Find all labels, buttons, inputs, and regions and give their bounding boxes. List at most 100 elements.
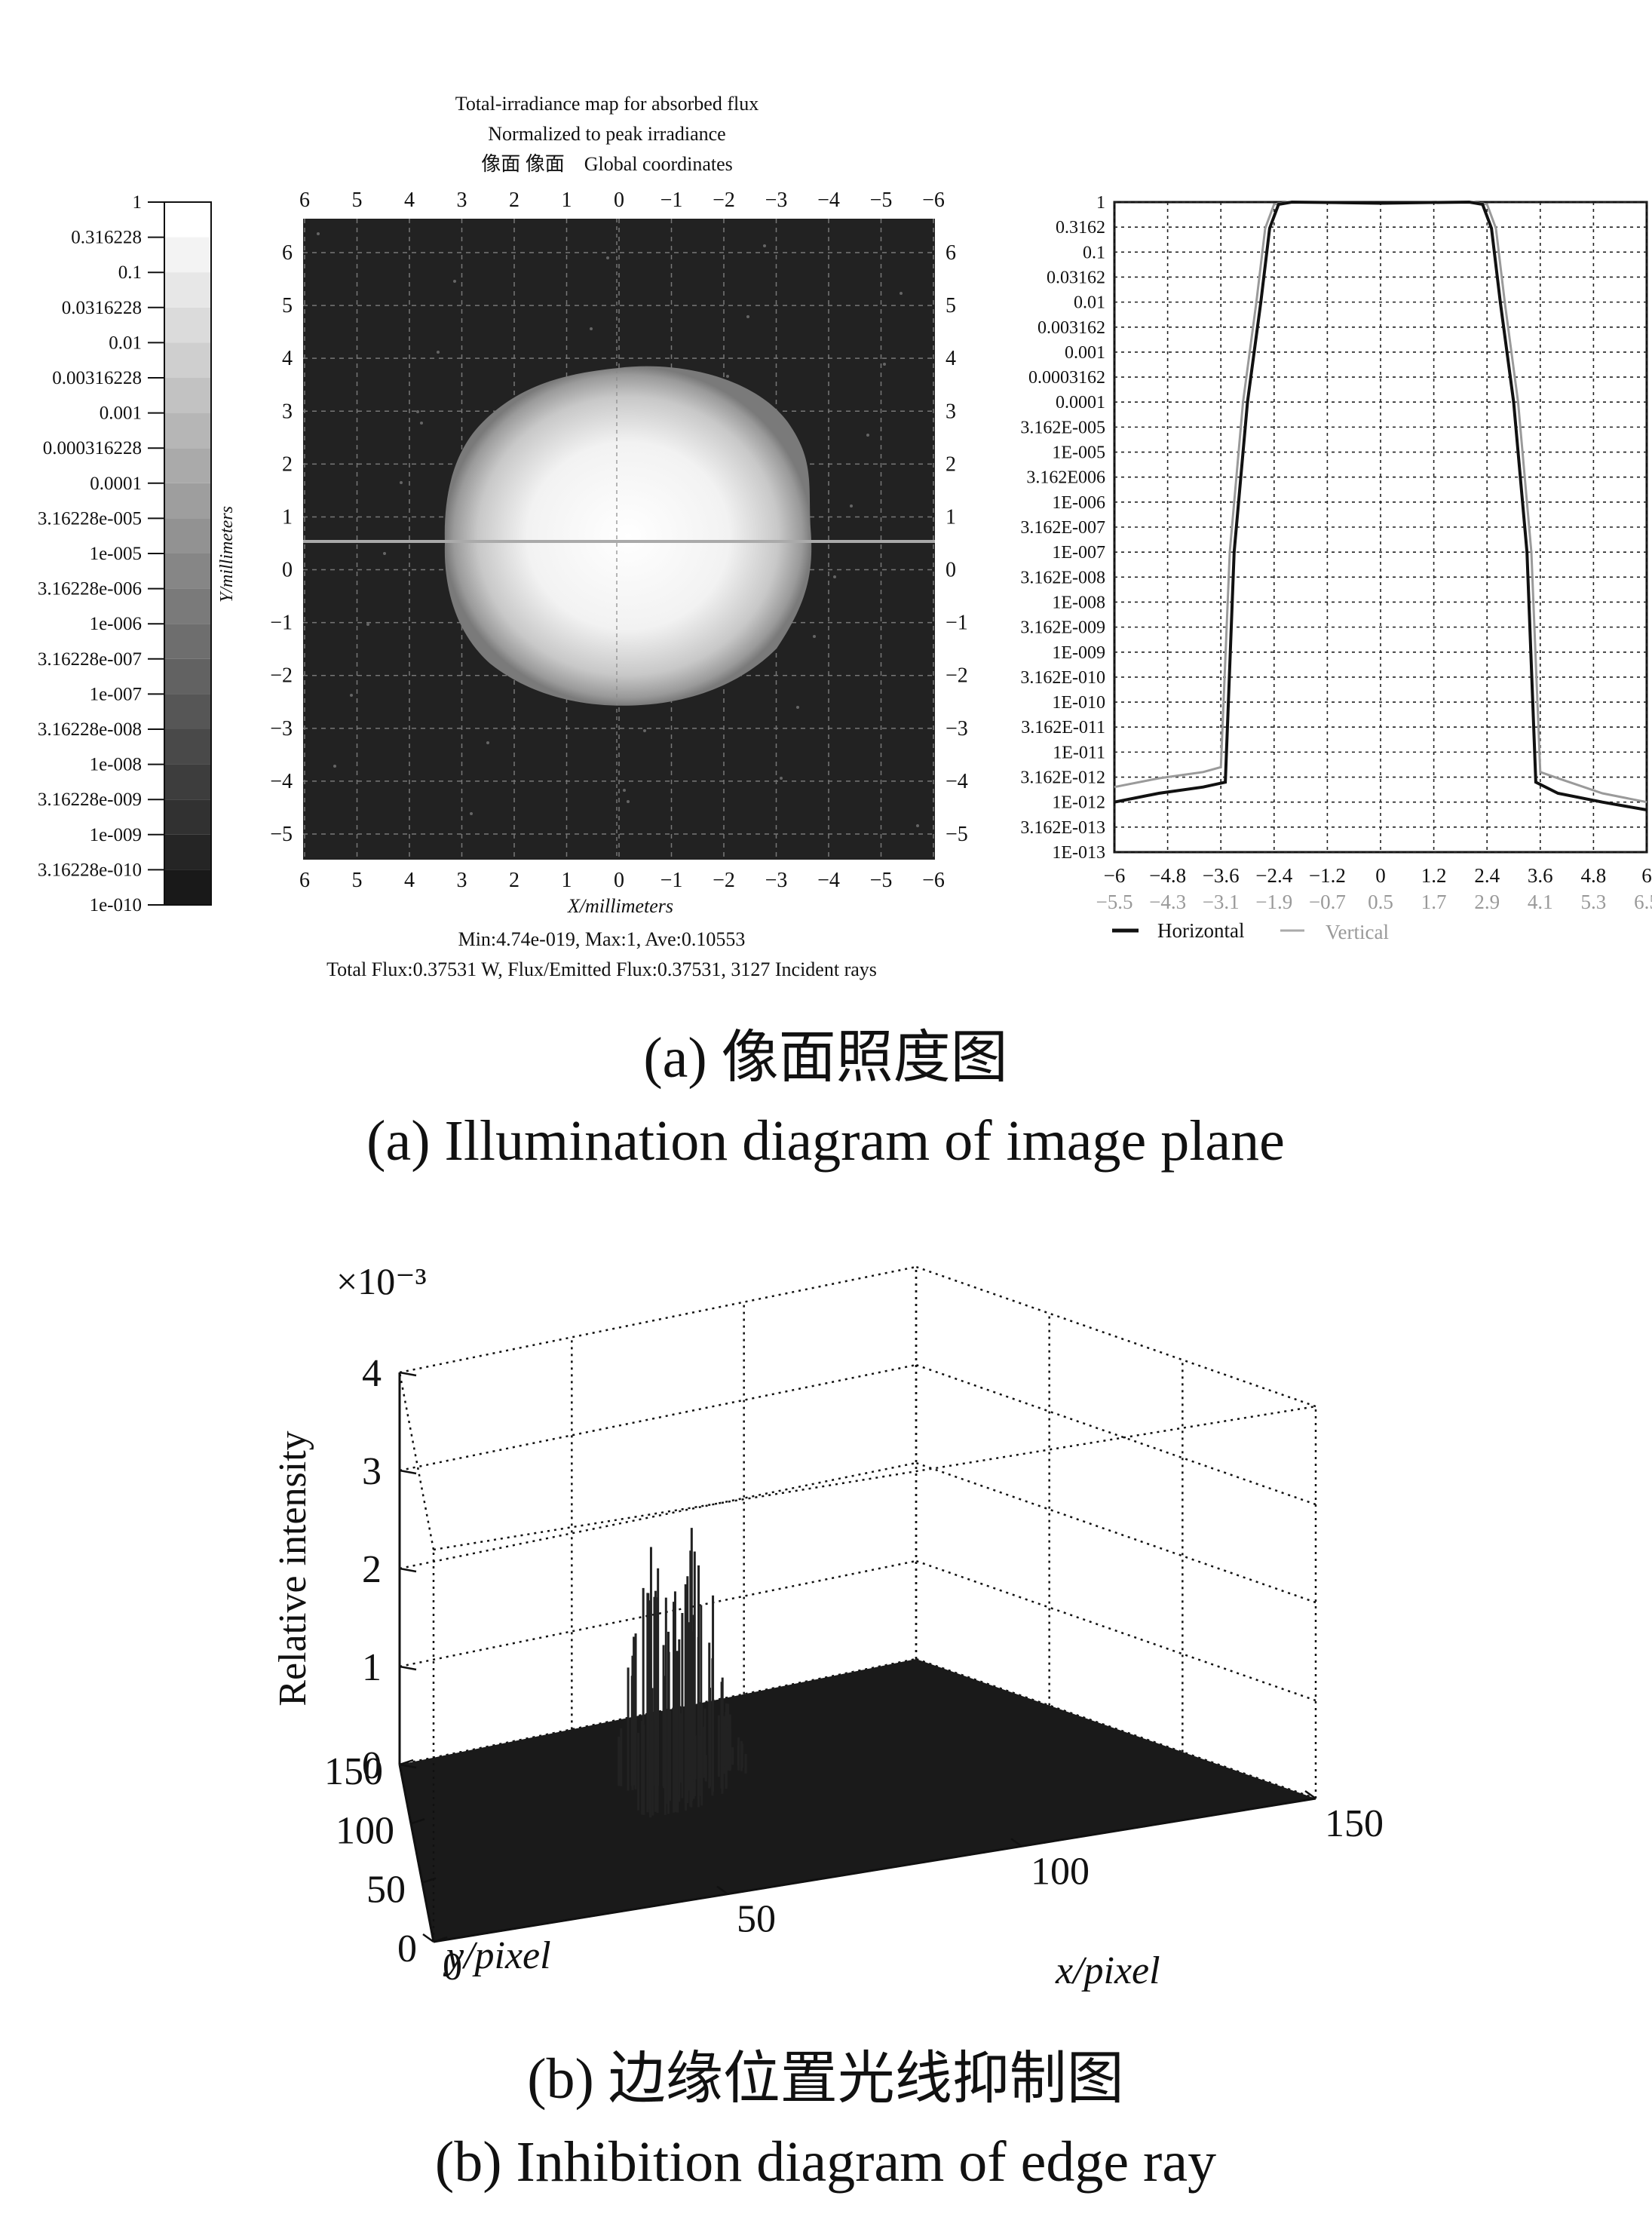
colorbar-tick-label: 3.16228e-005 <box>38 508 142 529</box>
colorbar-tick-label: 0.01 <box>109 333 142 353</box>
z-tick-label: 1 <box>362 1646 382 1689</box>
colorbar-cell <box>164 658 211 695</box>
colorbar-tick-label: 1e-005 <box>90 544 142 564</box>
profile-y-tick-label: 0.0003162 <box>1028 368 1105 388</box>
map-y-tick-label-right: −4 <box>946 770 968 793</box>
profile-x-tick-label-vertical: 0.5 <box>1368 891 1393 913</box>
profile-y-tick-label: 0.003162 <box>1037 318 1105 338</box>
legend-label-horizontal: Horizontal <box>1157 919 1244 942</box>
map-x-axis-label: X/millimeters <box>567 895 673 917</box>
profile-y-tick-label: 1E-007 <box>1052 543 1105 563</box>
map-x-tick-label-bottom: 6 <box>299 869 310 892</box>
profile-y-tick-label: 1E-009 <box>1052 643 1105 663</box>
side-wall-grid-line <box>915 1559 1316 1702</box>
side-wall-grid-line <box>915 1461 1316 1604</box>
profile-y-tick-label: 1E-008 <box>1052 593 1105 612</box>
map-noise-dot <box>383 552 386 555</box>
map-x-tick-label-top: 6 <box>299 189 310 212</box>
map-noise-dot <box>900 292 903 295</box>
profile-y-tick-label: 3.162E006 <box>1026 468 1105 488</box>
x-tick-label: 0 <box>443 1946 462 1989</box>
surface-z-axis-label: Relative intensity <box>271 1431 314 1706</box>
colorbar-cell <box>164 518 211 554</box>
map-x-tick-label-bottom: 2 <box>509 869 520 892</box>
map-noise-dot <box>366 623 369 626</box>
profile-x-tick-label-vertical: −3.1 <box>1203 891 1240 913</box>
profile-y-tick-label: 3.162E-008 <box>1020 568 1105 587</box>
colorbar-tick-label: 1e-010 <box>90 895 142 915</box>
colorbar-tick-label: 1e-009 <box>90 825 142 845</box>
y-tick <box>433 1936 448 1943</box>
x-tick <box>1304 1789 1316 1800</box>
colorbar-cell <box>164 554 211 589</box>
colorbar-cell <box>164 588 211 624</box>
caption-b-english: (b) Inhibition diagram of edge ray <box>435 2130 1216 2194</box>
y-tick <box>410 1818 425 1825</box>
profile-x-tick-label-vertical: −4.3 <box>1149 891 1186 913</box>
caption-a-english: (a) Illumination diagram of image plane <box>366 1109 1285 1173</box>
map-stats-line: Min:4.74e-019, Max:1, Ave:0.10553 <box>458 928 746 950</box>
z-tick <box>399 1763 417 1769</box>
colorbar-tick-label: 1e-008 <box>90 755 142 775</box>
map-y-tick-label-left: 4 <box>282 347 293 370</box>
colorbar-tick-label: 3.16228e-008 <box>38 719 142 740</box>
surface-plot: ×10⁻³ Relative intensity y/pixel x/pixel… <box>271 1260 1384 1992</box>
map-x-tick-label-bottom: 3 <box>457 869 467 892</box>
profile-y-tick-label: 1E-005 <box>1052 443 1105 463</box>
profile-x-tick-label-vertical: 1.7 <box>1421 891 1447 913</box>
profile-y-tick-label: 3.162E-005 <box>1020 418 1105 437</box>
colorbar-tick-label: 1e-006 <box>90 614 142 634</box>
x-axis-line <box>433 1797 1316 1943</box>
map-noise-dot <box>400 481 403 484</box>
map-y-tick-label-left: 0 <box>282 559 293 582</box>
colorbar-tick-label: 1e-007 <box>90 684 142 704</box>
top-edge-line <box>433 1405 1316 1551</box>
colorbar-cell <box>164 342 211 378</box>
map-y-tick-label-right: 6 <box>946 241 956 265</box>
map-y-tick-label-right: 4 <box>946 347 956 370</box>
map-noise-dot <box>420 422 423 425</box>
map-noise-dot <box>796 706 799 709</box>
map-x-tick-label-bottom: −3 <box>765 869 788 892</box>
map-x-tick-label-top: −1 <box>660 189 683 212</box>
colorbar-cell <box>164 307 211 343</box>
map-noise-dot <box>486 741 489 744</box>
map-y-tick-label-left: 3 <box>282 400 293 423</box>
surface-y-axis-label: y/pixel <box>443 1934 551 1977</box>
profile-x-tick-label-horizontal: −2.4 <box>1255 864 1292 887</box>
map-noise-dot <box>437 351 440 354</box>
profile-x-tick-label-horizontal: 1.2 <box>1421 864 1447 887</box>
map-x-tick-label-bottom: −2 <box>713 869 735 892</box>
colorbar-tick-label: 0.00316228 <box>52 368 142 388</box>
map-x-tick-label-top: 4 <box>404 189 415 212</box>
profile-y-tick-label: 3.162E-007 <box>1020 518 1105 538</box>
z-tick-label: 3 <box>362 1450 382 1493</box>
profile-x-tick-label-horizontal: −3.6 <box>1203 864 1240 887</box>
profile-x-tick-label-horizontal: 4.8 <box>1581 864 1607 887</box>
map-noise-dot <box>623 789 626 792</box>
z-tick-label: 0 <box>362 1744 382 1787</box>
colorbar-cell <box>164 448 211 483</box>
colorbar-cell <box>164 272 211 308</box>
colorbar-tick-label: 0.001 <box>100 403 142 424</box>
profile-labels: 1 0.3162 0.1 0.03162 0.01 0.003162 0.001 0.0003… <box>1020 193 1652 913</box>
map-flux-line: Total Flux:0.37531 W, Flux/Emitted Flux:… <box>326 958 877 980</box>
colorbar-tick-label: 3.16228e-010 <box>38 860 142 880</box>
profile-y-tick-label: 1E-010 <box>1052 693 1105 713</box>
map-noise-dot <box>416 410 419 413</box>
map-title-line-2: Normalized to peak irradiance <box>488 123 725 145</box>
colorbar: 1 0.316228 0.1 0.0316228 0.01 0.00316228 0.001… <box>38 192 212 915</box>
map-noise-dot <box>813 635 816 638</box>
x-tick-label: 150 <box>1325 1802 1384 1845</box>
map-noise-dot <box>763 244 766 247</box>
colorbar-cell <box>164 237 211 273</box>
map-y-tick-label-right: 1 <box>946 505 956 529</box>
profile-y-tick-label: 0.1 <box>1083 243 1105 262</box>
map-noise-dot <box>916 824 919 827</box>
profile-y-tick-label: 0.03162 <box>1047 268 1105 287</box>
x-tick-label: 100 <box>1031 1850 1090 1893</box>
map-noise-dot <box>780 777 783 780</box>
y-tick-label: 100 <box>336 1809 394 1852</box>
colorbar-tick-label: 3.16228e-007 <box>38 649 142 670</box>
map-x-tick-label-bottom: −5 <box>870 869 893 892</box>
